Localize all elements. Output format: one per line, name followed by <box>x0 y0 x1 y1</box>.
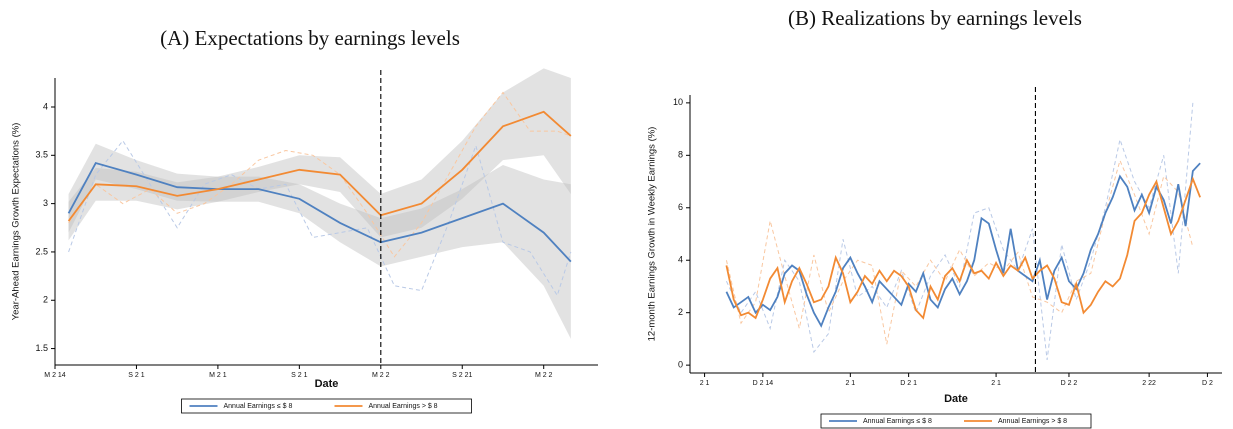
series-line <box>67 161 572 263</box>
legend-box <box>820 413 1092 429</box>
x-tick-label: S 2 1 <box>291 372 307 379</box>
legend-label: Annual Earnings ≤ $ 8 <box>224 403 293 410</box>
y-tick-label: 2.5 <box>35 246 48 256</box>
chart-title: (B) Realizations by earnings levels <box>788 6 1082 30</box>
y-tick-label: 2 <box>678 307 683 317</box>
x-tick-label: 2 1 <box>700 380 710 387</box>
x-tick-label: 2 1 <box>991 380 1001 387</box>
x-tick-label: D 2 1 <box>900 380 917 387</box>
x-axis-title: Date <box>944 393 968 405</box>
x-tick-label: S 2 21 <box>452 372 472 379</box>
y-tick-label: 8 <box>678 150 683 160</box>
legend-label: Annual Earnings > $ 8 <box>998 418 1067 425</box>
x-tick-label: D 2 2 <box>1061 380 1078 387</box>
series-line <box>725 176 1201 320</box>
y-tick-label: 3 <box>43 198 48 208</box>
x-tick-label: M 2 14 <box>44 372 66 379</box>
raw-line <box>725 102 1194 360</box>
chart-title: (A) Expectations by earnings levels <box>160 26 460 50</box>
legend-box <box>181 398 472 414</box>
y-tick-label: 4 <box>678 255 683 265</box>
y-tick-label: 1.5 <box>35 343 48 353</box>
x-tick-label: S 2 1 <box>128 372 144 379</box>
series-line <box>67 110 572 222</box>
y-tick-label: 0 <box>678 360 683 370</box>
y-axis-title: 12-month Earnings Growth in Weekly Earni… <box>647 127 658 342</box>
confidence-band <box>68 68 571 241</box>
x-tick-label: M 2 2 <box>535 372 553 379</box>
x-axis-title: Date <box>315 378 339 390</box>
raw-line <box>725 159 1194 345</box>
y-tick-label: 10 <box>673 97 683 107</box>
y-tick-label: 3.5 <box>35 150 48 160</box>
x-tick-label: 2 1 <box>845 380 855 387</box>
raw-line <box>68 139 572 297</box>
y-tick-label: 2 <box>43 295 48 305</box>
x-tick-label: D 2 14 <box>753 380 774 387</box>
legend-label: Annual Earnings ≤ $ 8 <box>863 418 932 425</box>
series-line <box>725 162 1201 328</box>
x-tick-label: 2 22 <box>1142 380 1156 387</box>
legend-label: Annual Earnings > $ 8 <box>369 403 438 410</box>
y-tick-label: 4 <box>43 101 48 111</box>
y-axis-title: Year-Ahead Earnings Growth Expectations … <box>11 123 22 321</box>
x-tick-label: M 2 1 <box>209 372 227 379</box>
y-tick-label: 6 <box>678 202 683 212</box>
x-tick-label: D 2 <box>1202 380 1213 387</box>
x-tick-label: M 2 2 <box>372 372 390 379</box>
raw-line <box>68 91 572 258</box>
